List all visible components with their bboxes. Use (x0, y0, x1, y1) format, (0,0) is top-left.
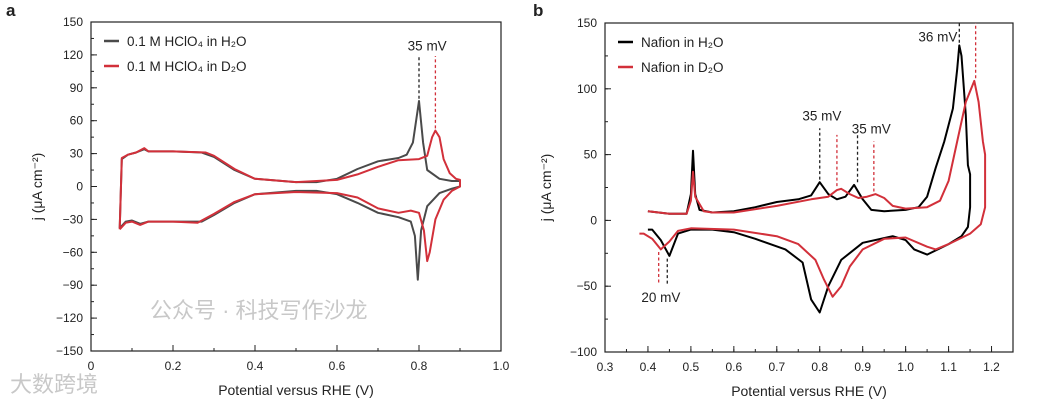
legend-label: Nafion in H₂O (641, 35, 724, 50)
x-tick-label: 0.4 (247, 359, 264, 373)
x-tick-label: 1.0 (493, 359, 510, 373)
y-tick-label: −150 (56, 344, 83, 358)
x-axis-label: Potential versus RHE (V) (731, 383, 887, 399)
x-tick-label: 0.8 (411, 359, 428, 373)
legend-label: 0.1 M HClO₄ in H₂O (127, 34, 247, 49)
y-tick-label: −90 (63, 278, 84, 292)
cv-curve-d2o (118, 129, 461, 263)
x-tick-label: 0.4 (640, 360, 657, 374)
y-axis-label: j (μA cm⁻²) (538, 154, 554, 223)
y-tick-label: 150 (577, 16, 597, 30)
x-tick-label: 0.7 (768, 360, 785, 374)
x-tick-label: 0.6 (725, 360, 742, 374)
chart-b-cv: 0.3 0.4 0.5 0.6 0.7 0.8 0.9 1.0 1.1 1.2 −100 −50 0 50… (538, 16, 1014, 399)
panel-label-a: a (6, 1, 16, 20)
y-tick-label: −120 (56, 311, 83, 325)
y-tick-label: −60 (63, 245, 84, 259)
x-tick-label: 0.5 (683, 360, 700, 374)
y-tick-label: 120 (63, 48, 83, 62)
x-tick-label: 0.2 (165, 359, 182, 373)
y-tick-label: 60 (70, 114, 84, 128)
y-tick-label: 100 (577, 82, 597, 96)
x-axis-label: Potential versus RHE (V) (218, 382, 374, 398)
peak-separation-annotation: 35 mV (802, 108, 841, 123)
peak-separation-annotation: 20 mV (641, 290, 680, 305)
x-tick-label: 1.0 (897, 360, 914, 374)
y-tick-label: 90 (70, 81, 84, 95)
peak-separation-annotation: 35 mV (852, 122, 891, 137)
panel-label-b: b (533, 1, 543, 20)
watermark-left: 大数跨境 (10, 372, 98, 397)
chart-a-cv: 0 0.2 0.4 0.6 0.8 1.0 −150 −120 −90 −60 −30 0 30 60 90… (29, 15, 510, 398)
y-tick-label: −50 (577, 279, 598, 293)
x-tick-label: 0.6 (329, 359, 346, 373)
x-tick-label: 0 (88, 359, 95, 373)
peak-separation-annotation: 35 mV (408, 39, 447, 54)
x-tick-label: 1.1 (940, 360, 957, 374)
legend-label: 0.1 M HClO₄ in D₂O (127, 59, 247, 74)
y-tick-label: −30 (63, 212, 84, 226)
watermark-right: 公众号 · 科技写作沙龙 (150, 298, 368, 323)
y-tick-label: 150 (63, 15, 83, 29)
cv-curve-h2o (118, 100, 461, 281)
y-tick-label: 30 (70, 147, 84, 161)
x-tick-label: 0.8 (811, 360, 828, 374)
cv-curve-h2o (647, 44, 972, 314)
y-tick-label: 50 (584, 148, 598, 162)
x-tick-label: 1.2 (983, 360, 1000, 374)
peak-separation-annotation: 36 mV (918, 29, 957, 44)
y-tick-label: −100 (570, 345, 597, 359)
x-tick-label: 0.9 (854, 360, 871, 374)
legend-label: Nafion in D₂O (641, 60, 724, 75)
y-tick-label: 0 (590, 213, 597, 227)
y-axis-label: j (μA cm⁻²) (29, 153, 45, 222)
cv-curve-d2o (639, 79, 987, 298)
y-tick-label: 0 (76, 180, 83, 194)
x-tick-label: 0.3 (597, 360, 614, 374)
